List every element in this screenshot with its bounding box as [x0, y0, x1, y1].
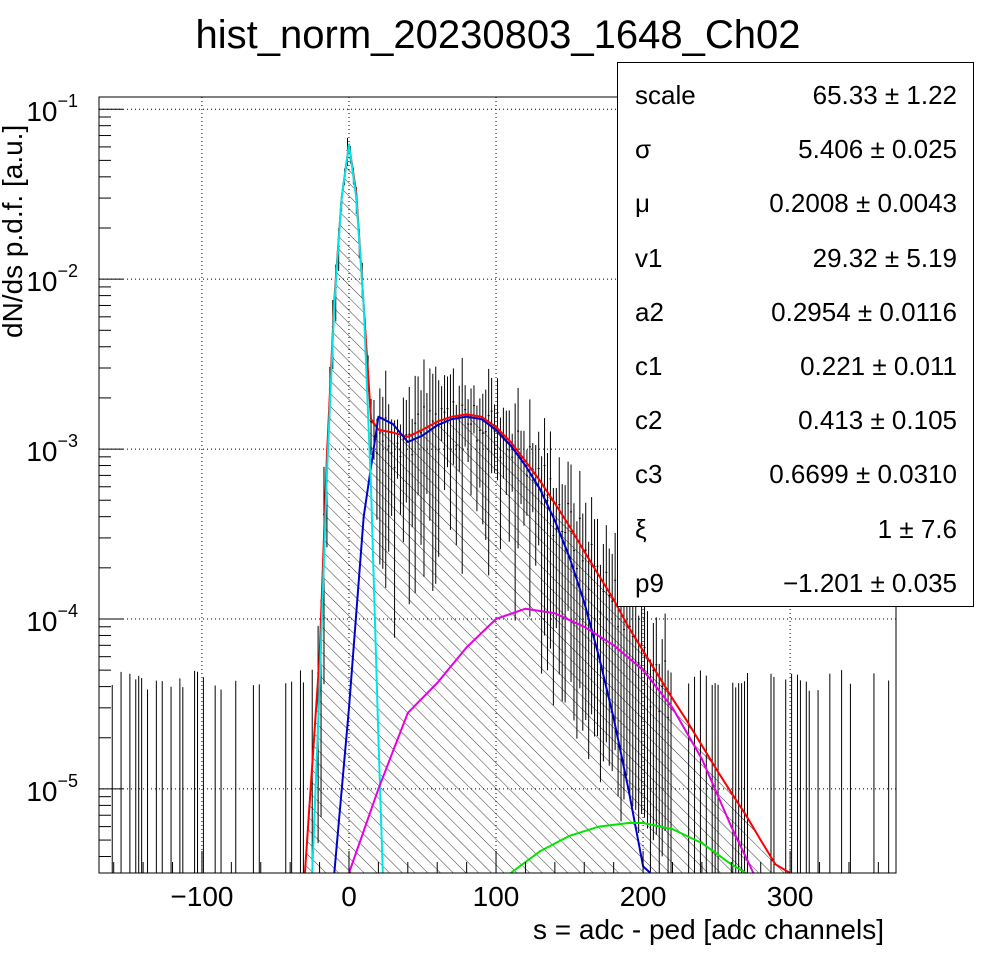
x-tick-label: −100 — [170, 881, 233, 912]
y-axis-label: dN/ds p.d.f. [a.u.] — [0, 125, 28, 338]
x-tick-label: 300 — [767, 881, 814, 912]
stats-row: p9 −1.201 ± 0.035 — [618, 555, 973, 609]
stats-param-value: 5.406 ± 0.025 — [798, 134, 957, 165]
stats-row: scale 65.33 ± 1.22 — [618, 67, 973, 121]
stats-row: a2 0.2954 ± 0.0116 — [618, 284, 973, 338]
stats-param-value: 65.33 ± 1.22 — [812, 80, 957, 110]
stats-row: c3 0.6699 ± 0.0310 — [618, 446, 973, 500]
stats-param-value: 1 ± 7.6 — [877, 513, 957, 544]
y-tick-label: 10−3 — [26, 431, 78, 467]
fit-curve — [311, 143, 384, 874]
stats-row: c1 0.221 ± 0.011 — [618, 338, 973, 392]
stats-param-value: 0.2954 ± 0.0116 — [771, 296, 957, 327]
stats-row: ξ 1 ± 7.6 — [618, 501, 973, 555]
fit-curves — [303, 143, 791, 874]
stats-param-value: −1.201 ± 0.035 — [782, 567, 957, 598]
tick-labels: −100 0 100 200 300 10−1 10−2 10−3 10−4 10−5 — [26, 91, 813, 912]
x-tick-label: 100 — [473, 881, 520, 912]
fit-curve — [348, 607, 755, 874]
stats-param-name: c1 — [635, 351, 663, 381]
stats-param-name: p9 — [635, 567, 664, 598]
stats-param-name: c2 — [635, 405, 663, 436]
stats-row: σ 5.406 ± 0.025 — [618, 121, 973, 175]
stats-param-name: v1 — [635, 242, 663, 273]
stats-param-value: 29.32 ± 5.19 — [812, 242, 957, 273]
y-tick-label: 10−2 — [26, 261, 78, 297]
stats-param-name: scale — [635, 80, 696, 110]
stats-param-name: ξ — [635, 513, 647, 544]
x-tick-label: 200 — [620, 881, 667, 912]
x-axis-label: s = adc - ped [adc channels] — [533, 914, 884, 945]
stats-param-value: 0.221 ± 0.011 — [800, 351, 957, 381]
fit-curve — [333, 415, 652, 874]
stats-param-value: 0.413 ± 0.105 — [798, 405, 957, 436]
stats-param-name: μ — [635, 188, 650, 219]
axis-ticks — [99, 108, 879, 873]
x-tick-label: 0 — [341, 881, 357, 912]
y-tick-label: 10−4 — [26, 601, 78, 637]
stats-param-name: c3 — [635, 459, 663, 490]
stats-row: v1 29.32 ± 5.19 — [618, 230, 973, 284]
stats-param-value: 0.2008 ± 0.0043 — [769, 188, 957, 219]
stats-param-name: a2 — [635, 296, 664, 327]
fit-stats-box: scale 65.33 ± 1.22 σ 5.406 ± 0.025 μ 0.2008 ±… — [617, 62, 974, 607]
fit-curve — [510, 822, 747, 874]
stats-param-name: σ — [635, 134, 652, 165]
y-tick-label: 10−5 — [26, 771, 78, 807]
stats-row: μ 0.2008 ± 0.0043 — [618, 175, 973, 229]
chart-title: hist_norm_20230803_1648_Ch02 — [196, 13, 801, 57]
y-tick-label: 10−1 — [26, 91, 78, 127]
stats-row: c2 0.413 ± 0.105 — [618, 392, 973, 446]
stats-param-value: 0.6699 ± 0.0310 — [769, 459, 957, 490]
